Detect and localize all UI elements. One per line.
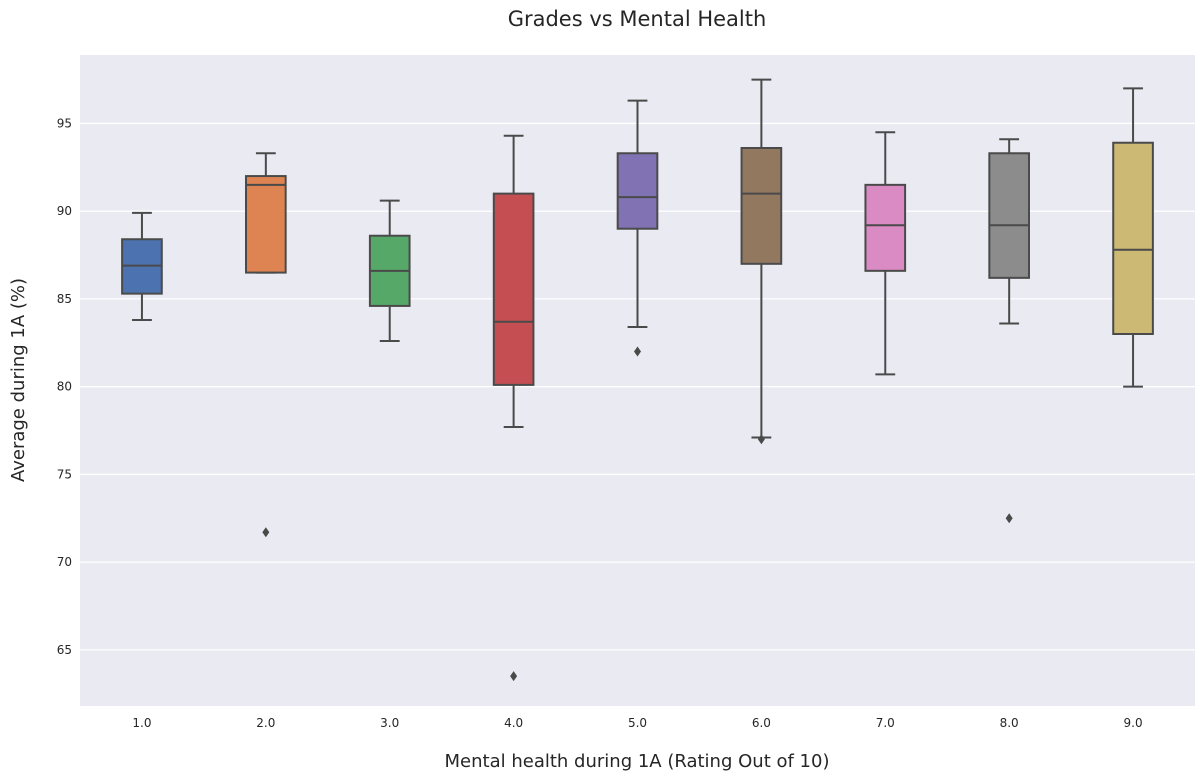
iqr-box-7 xyxy=(864,183,907,272)
box-1 xyxy=(121,211,163,321)
x-axis-label: Mental health during 1A (Rating Out of 1… xyxy=(445,751,830,772)
box-8 xyxy=(988,138,1030,524)
x-tick-label-8: 8.0 xyxy=(1000,716,1019,730)
y-tick-label-75: 75 xyxy=(57,467,72,481)
outlier-2-1 xyxy=(262,527,270,538)
y-axis-label: Average during 1A (%) xyxy=(8,278,29,482)
y-tick-label-90: 90 xyxy=(57,204,72,218)
outlier-6-1 xyxy=(757,434,765,445)
x-tick-label-9: 9.0 xyxy=(1124,716,1143,730)
x-tick-label-7: 7.0 xyxy=(876,716,895,730)
y-tick-label-95: 95 xyxy=(57,116,72,130)
box-4 xyxy=(492,134,535,682)
x-tick-label-5: 5.0 xyxy=(628,716,647,730)
iqr-box-4 xyxy=(492,192,535,386)
chart-title: Grades vs Mental Health xyxy=(508,7,767,31)
iqr-box-5 xyxy=(616,152,659,230)
x-tick-label-1: 1.0 xyxy=(132,716,151,730)
y-tick-label-85: 85 xyxy=(57,292,72,306)
box-3 xyxy=(368,199,411,343)
boxes xyxy=(121,78,1154,682)
box-7 xyxy=(864,131,907,376)
y-tick-label-70: 70 xyxy=(57,555,72,569)
iqr-box-2 xyxy=(245,175,287,274)
x-tick-label-3: 3.0 xyxy=(380,716,399,730)
box-6 xyxy=(740,78,783,445)
x-tick-label-4: 4.0 xyxy=(504,716,523,730)
x-tick-labels: 1.0 2.0 3.0 4.0 5.0 6.0 7.0 8.0 9.0 xyxy=(132,716,1142,730)
iqr-box-9 xyxy=(1112,141,1154,335)
y-tick-label-80: 80 xyxy=(57,380,72,394)
outlier-5-1 xyxy=(634,346,641,357)
box-2 xyxy=(245,152,287,538)
x-tick-label-6: 6.0 xyxy=(752,716,771,730)
iqr-box-6 xyxy=(740,147,783,265)
outlier-8-1 xyxy=(1005,513,1013,524)
iqr-box-8 xyxy=(988,152,1030,279)
box-9 xyxy=(1112,87,1154,388)
y-tick-label-65: 65 xyxy=(57,643,72,657)
x-tick-label-2: 2.0 xyxy=(256,716,275,730)
y-tick-labels: 65 70 75 80 85 90 95 xyxy=(57,116,72,656)
outlier-4-1 xyxy=(510,671,518,682)
box-5 xyxy=(616,99,659,357)
